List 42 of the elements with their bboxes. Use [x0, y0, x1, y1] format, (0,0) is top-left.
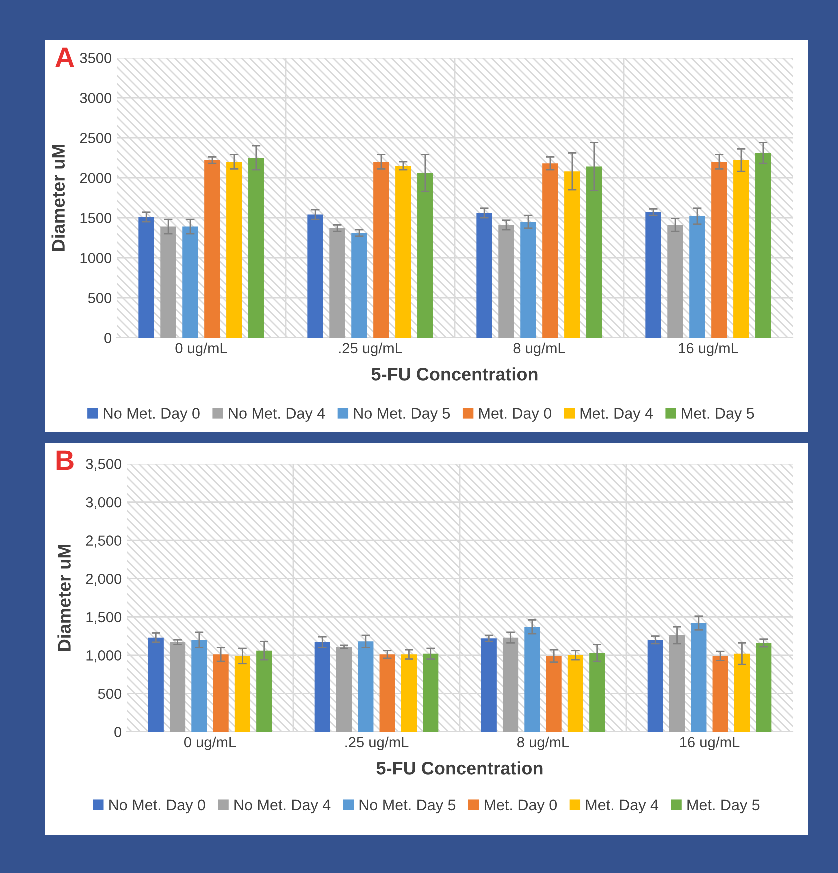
y-tick-label: 2,500	[86, 536, 122, 548]
legend-label: Met. Day 5	[688, 800, 760, 814]
y-axis-title: Diameter uM	[52, 145, 66, 251]
x-tick-label: 0 ug/mL	[176, 342, 228, 356]
y-tick-label: 0	[114, 727, 122, 738]
y-tick-label: 1,500	[86, 612, 122, 624]
x-tick-label: 8 ug/mL	[514, 342, 566, 356]
y-tick-label: 1000	[80, 253, 112, 264]
x-axis-title: 5-FU Concentration	[372, 368, 538, 381]
y-tick-label: 2500	[80, 133, 112, 144]
legend-label: Met. Day 5	[682, 408, 754, 422]
y-tick-label: 3,000	[86, 497, 122, 510]
legend-label: No Met. Day 0	[110, 800, 206, 814]
text: B	[56, 450, 74, 470]
legend-label: Met. Day 0	[480, 408, 552, 422]
legend-label: Met. Day 0	[485, 800, 558, 814]
legend-label: No Met. Day 5	[360, 800, 456, 814]
y-tick-label: 1500	[80, 213, 112, 224]
legend-label: No Met. Day 0	[104, 408, 200, 422]
x-tick-label: 8 ug/mL	[518, 736, 570, 750]
x-tick-label: .25 ug/mL	[346, 736, 409, 750]
y-tick-label: 0	[104, 333, 112, 344]
text: A	[56, 48, 74, 67]
legend-label: No Met. Day 4	[234, 800, 331, 814]
y-tick-label: 500	[88, 293, 112, 304]
x-tick-label: 16 ug/mL	[679, 342, 738, 356]
y-tick-label: 2000	[80, 173, 112, 184]
legend-label: No Met. Day 4	[229, 408, 326, 422]
y-tick-label: 3,500	[86, 459, 122, 472]
x-tick-label: 0 ug/mL	[184, 736, 236, 750]
legend-label: Met. Day 4	[580, 408, 654, 422]
y-tick-label: 1,000	[86, 650, 122, 663]
y-tick-label: 3000	[80, 93, 112, 104]
x-tick-label: .25 ug/mL	[339, 342, 402, 356]
y-tick-label: 3500	[80, 53, 112, 64]
y-tick-label: 2,000	[86, 574, 122, 586]
legend-label: No Met. Day 5	[354, 408, 450, 422]
x-axis-title: 5-FU Concentration	[376, 762, 543, 775]
y-axis-title: Diameter uM	[58, 545, 71, 651]
y-tick-label: 500	[98, 688, 122, 700]
x-tick-label: 16 ug/mL	[680, 736, 740, 750]
legend-label: Met. Day 4	[586, 800, 659, 814]
